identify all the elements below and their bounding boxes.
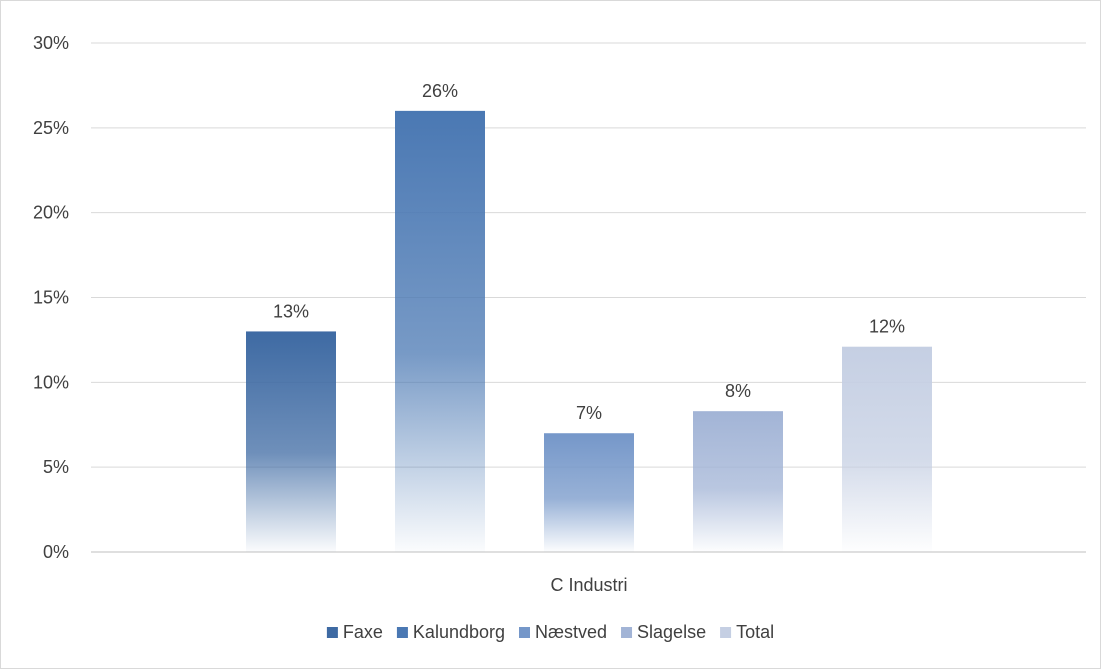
y-tick-label: 20% — [33, 203, 69, 223]
data-label-næstved: 7% — [576, 403, 602, 423]
y-tick-label: 0% — [43, 542, 69, 562]
data-label-faxe: 13% — [273, 301, 309, 321]
data-label-total: 12% — [869, 317, 905, 337]
legend-swatch — [519, 627, 530, 638]
y-tick-label: 5% — [43, 457, 69, 477]
y-axis-tick-labels: 0% 5% 10% 15% 20% 25% 30% — [33, 33, 69, 562]
legend-swatch — [396, 627, 408, 638]
legend-label: Total — [736, 622, 774, 642]
legend-label: Faxe — [343, 622, 383, 642]
legend-label: Kalundborg — [413, 622, 505, 642]
bar-faxe — [246, 331, 336, 552]
legend-swatch — [326, 627, 338, 638]
category-label: C Industri — [550, 575, 627, 595]
bar-total — [842, 346, 932, 552]
legend-item-total: Total — [720, 622, 774, 642]
legend-item-faxe: Faxe — [326, 622, 383, 642]
bars — [246, 110, 932, 552]
bar-kalundborg — [395, 110, 485, 552]
bar-næstved — [544, 433, 634, 552]
legend-swatch — [720, 627, 732, 638]
data-labels: 13% 26% 7% 8% 12% — [273, 81, 905, 423]
data-label-kalundborg: 26% — [422, 81, 458, 101]
legend: Faxe Kalundborg Næstved Slagelse Total — [326, 622, 774, 642]
legend-swatch — [621, 627, 633, 638]
legend-item-næstved: Næstved — [519, 622, 607, 642]
y-tick-label: 30% — [33, 33, 69, 53]
data-label-slagelse: 8% — [725, 381, 751, 401]
legend-label: Næstved — [535, 622, 607, 642]
bar-slagelse — [693, 411, 783, 552]
y-tick-label: 10% — [33, 372, 69, 392]
legend-item-kalundborg: Kalundborg — [396, 622, 505, 642]
legend-label: Slagelse — [637, 622, 706, 642]
y-tick-label: 15% — [33, 288, 69, 308]
y-tick-label: 25% — [33, 118, 69, 138]
category-labels: C Industri — [550, 575, 627, 595]
legend-item-slagelse: Slagelse — [621, 622, 706, 642]
